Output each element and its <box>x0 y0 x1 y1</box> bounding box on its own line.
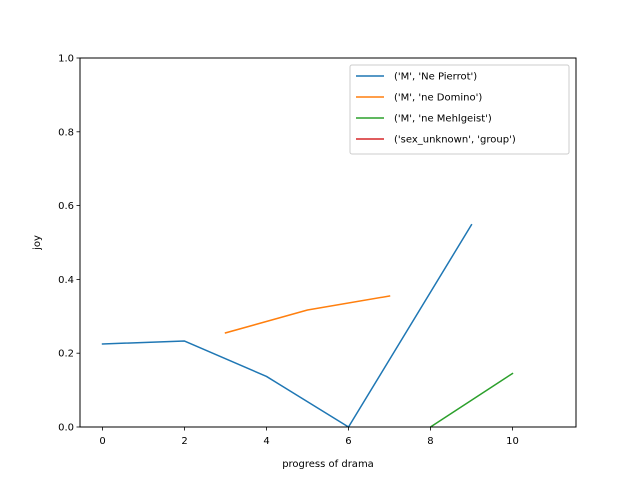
y-tick-label: 0.6 <box>58 201 74 212</box>
x-tick-label: 8 <box>427 436 433 447</box>
legend-label-2: ('M', 'ne Mehlgeist') <box>394 114 492 125</box>
y-tick-label: 1.0 <box>58 54 74 65</box>
x-axis: 0 2 4 6 8 10 <box>99 427 519 447</box>
legend-label-1: ('M', 'ne Domino') <box>394 93 482 104</box>
y-axis: 0.0 0.2 0.4 0.6 0.8 1.0 <box>58 54 80 434</box>
y-tick-label: 0.8 <box>58 127 74 138</box>
plot-lines <box>101 223 514 428</box>
x-tick-label: 4 <box>263 436 269 447</box>
x-tick-label: 6 <box>345 436 351 447</box>
x-axis-label: progress of drama <box>282 459 374 470</box>
legend-box <box>349 64 570 155</box>
series-line-2 <box>429 372 514 428</box>
x-tick-label: 10 <box>506 436 519 447</box>
y-tick-label: 0.4 <box>58 275 74 286</box>
plot-frame <box>79 57 577 428</box>
series-line-1 <box>224 295 391 334</box>
y-axis-label: joy <box>32 235 43 251</box>
x-tick-label: 0 <box>99 436 105 447</box>
legend-label-0: ('M', 'Ne Pierrot') <box>394 72 477 83</box>
x-tick-label: 2 <box>181 436 187 447</box>
y-tick-label: 0.0 <box>58 423 74 434</box>
legend-label-3: ('sex_unknown', 'group') <box>394 135 516 146</box>
legend: ('M', 'Ne Pierrot') ('M', 'ne Domino') ('M… <box>349 64 570 155</box>
y-tick-label: 0.2 <box>58 349 74 360</box>
series-line-0 <box>101 223 473 428</box>
